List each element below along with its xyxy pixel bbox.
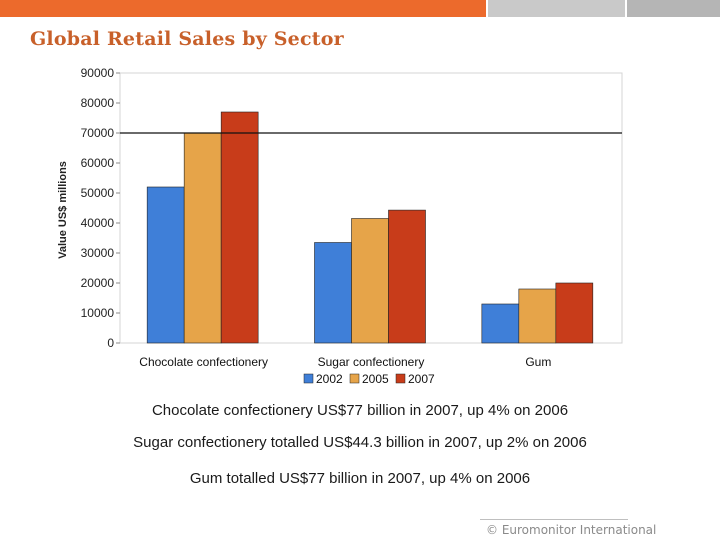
legend-label-2005: 2005 xyxy=(362,372,389,386)
y-tick-label: 50000 xyxy=(81,186,115,200)
bar-chart: 0 10000 20000 30000 40000 50000 60000 70000 8000… xyxy=(57,66,623,386)
bar-2007 xyxy=(555,282,594,344)
bar-2007 xyxy=(220,111,259,344)
header-bar-grey-2 xyxy=(627,0,720,17)
slide-title: Global Retail Sales by Sector xyxy=(30,28,344,50)
caption-sugar: Sugar confectionery totalled US$44.3 bil… xyxy=(133,434,587,451)
y-tick-label: 0 xyxy=(107,336,114,350)
bar-2005 xyxy=(183,132,222,344)
category-label: Chocolate confectionery xyxy=(139,355,268,369)
header-bar-orange xyxy=(0,0,486,17)
y-tick-label: 60000 xyxy=(81,156,115,170)
legend-label-2007: 2007 xyxy=(408,372,435,386)
y-tick-label: 30000 xyxy=(81,246,115,260)
category-label: Sugar confectionery xyxy=(318,355,425,369)
bar-2002 xyxy=(146,186,185,344)
y-tick-label: 70000 xyxy=(81,126,115,140)
bar-2005 xyxy=(351,218,389,344)
caption-gum: Gum totalled US$77 billion in 2007, up 4… xyxy=(189,470,531,487)
bar-2002 xyxy=(481,303,520,344)
footer-divider xyxy=(480,519,628,520)
header-bar-grey-1 xyxy=(488,0,625,17)
legend-swatch-2002 xyxy=(303,373,314,384)
top-header-bar xyxy=(0,0,720,17)
legend-swatch-2007 xyxy=(395,373,406,384)
bar-2002 xyxy=(314,242,352,344)
legend-label-2002: 2002 xyxy=(316,372,343,386)
y-tick-label: 80000 xyxy=(81,96,115,110)
footer-copyright: © Euromonitor International xyxy=(486,523,657,537)
y-axis-label: Value US$ millions xyxy=(57,161,69,259)
bar-2007 xyxy=(388,209,426,344)
caption-chocolate: Chocolate confectionery US$77 billion in… xyxy=(151,402,569,419)
y-tick-label: 90000 xyxy=(81,66,115,80)
legend-swatch-2005 xyxy=(349,373,360,384)
y-tick-label: 10000 xyxy=(81,306,115,320)
bar-2005 xyxy=(518,288,557,344)
category-label: Gum xyxy=(525,355,551,369)
y-tick-label: 40000 xyxy=(81,216,115,230)
y-tick-label: 20000 xyxy=(81,276,115,290)
